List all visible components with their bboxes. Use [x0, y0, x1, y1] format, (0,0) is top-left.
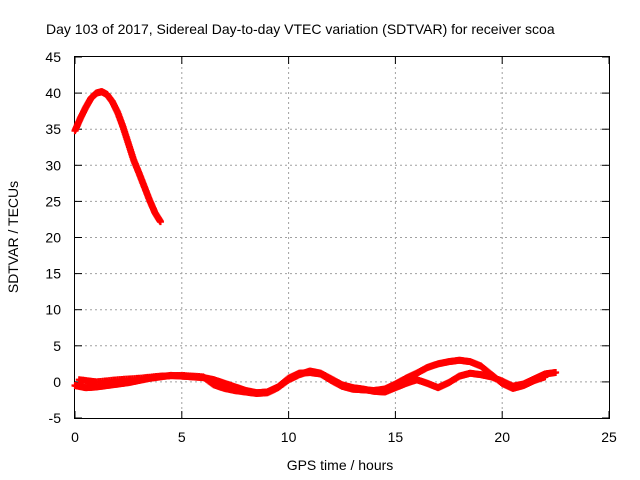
x-tick-label: 0	[71, 429, 79, 445]
x-tick-label: 10	[281, 429, 297, 445]
data-point	[156, 218, 164, 226]
y-tick-label: 0	[53, 374, 61, 390]
y-tick-label: 45	[45, 49, 61, 65]
x-tick-label: 20	[494, 429, 510, 445]
series-high-arc	[71, 88, 164, 226]
y-tick-label: 35	[45, 121, 61, 137]
y-tick-label: 20	[45, 230, 61, 246]
x-tick-label: 5	[178, 429, 186, 445]
y-tick-label: 10	[45, 302, 61, 318]
y-axis-label: SDTVAR / TECUs	[5, 181, 21, 293]
data-points	[71, 88, 560, 397]
y-tick-label: 5	[53, 338, 61, 354]
x-tick-label: 15	[388, 429, 404, 445]
y-tick-label: 15	[45, 266, 61, 282]
y-tick-label: -5	[49, 410, 62, 426]
data-point	[552, 369, 560, 377]
axis-ticks: 0 5 10 15 20 25 -5 0 5 10 15 20 25 30 35 40 45	[45, 49, 617, 445]
x-axis-label: GPS time / hours	[287, 457, 394, 473]
plot-frame	[74, 56, 610, 419]
y-tick-label: 25	[45, 193, 61, 209]
chart-title: Day 103 of 2017, Sidereal Day-to-day VTE…	[46, 21, 555, 37]
y-tick-label: 30	[45, 157, 61, 173]
y-tick-label: 40	[45, 85, 61, 101]
x-tick-label: 25	[601, 429, 617, 445]
series-low-band-b	[75, 367, 560, 397]
grid	[75, 57, 609, 418]
